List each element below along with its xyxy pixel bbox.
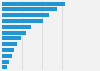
Bar bbox=[2, 42, 17, 46]
Bar bbox=[2, 1, 65, 6]
Bar bbox=[2, 36, 21, 40]
Bar bbox=[2, 59, 9, 64]
Bar bbox=[2, 31, 26, 35]
Bar bbox=[2, 54, 12, 58]
Bar bbox=[2, 13, 49, 17]
Bar bbox=[2, 48, 14, 52]
Bar bbox=[2, 65, 7, 70]
Bar bbox=[2, 25, 31, 29]
Bar bbox=[2, 7, 57, 12]
Bar bbox=[2, 19, 43, 23]
